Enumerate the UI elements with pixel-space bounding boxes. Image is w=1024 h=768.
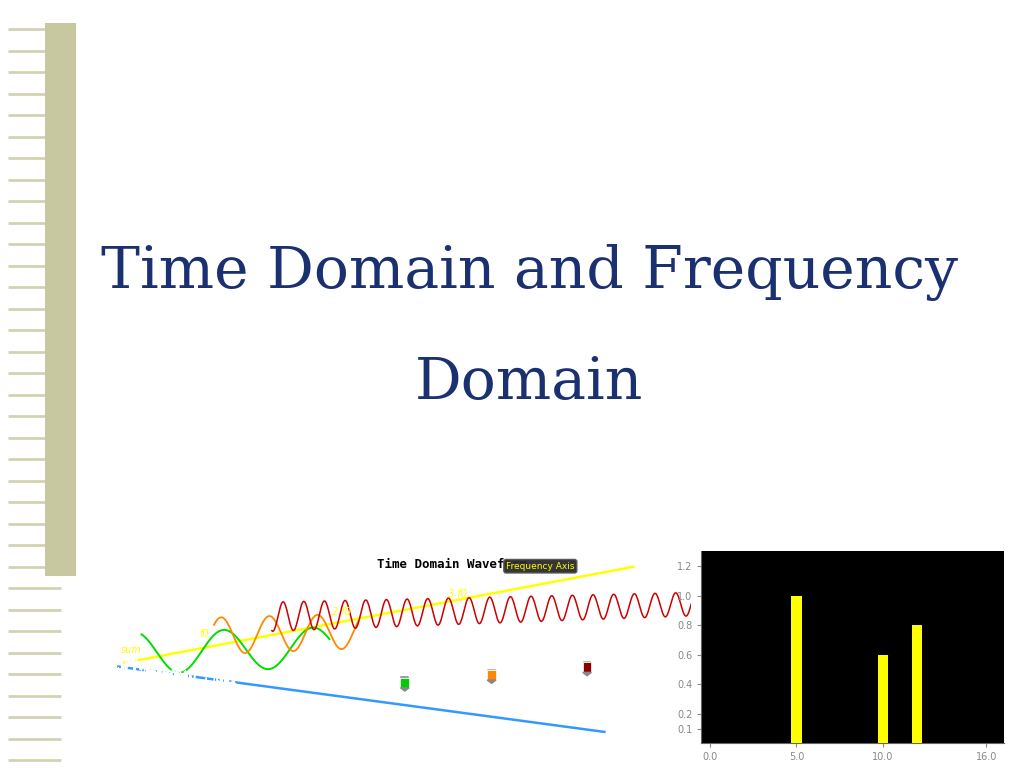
Bar (792, 596, 802, 743)
FancyBboxPatch shape (45, 23, 76, 576)
FancyBboxPatch shape (487, 669, 496, 670)
Text: 3 f0: 3 f0 (449, 589, 467, 599)
FancyBboxPatch shape (583, 661, 592, 662)
FancyBboxPatch shape (583, 662, 592, 673)
Polygon shape (583, 673, 592, 676)
Polygon shape (400, 688, 410, 691)
Text: 2 f0: 2 f0 (333, 607, 351, 617)
Text: Time Domain: Time Domain (130, 718, 196, 728)
Text: Frequency Axis: Frequency Axis (506, 561, 574, 571)
Text: Frequency Domain: Frequency Domain (808, 558, 939, 571)
FancyBboxPatch shape (487, 670, 496, 680)
Text: Time Domain and Frequency: Time Domain and Frequency (100, 243, 957, 301)
Text: sum: sum (121, 645, 142, 655)
Text: Time Domain Waveform: Time Domain Waveform (377, 558, 527, 571)
Bar (912, 625, 923, 743)
Polygon shape (487, 680, 496, 684)
Text: Domain: Domain (415, 355, 643, 411)
Text: f0: f0 (200, 629, 209, 639)
FancyBboxPatch shape (400, 677, 410, 688)
Bar (878, 655, 888, 743)
